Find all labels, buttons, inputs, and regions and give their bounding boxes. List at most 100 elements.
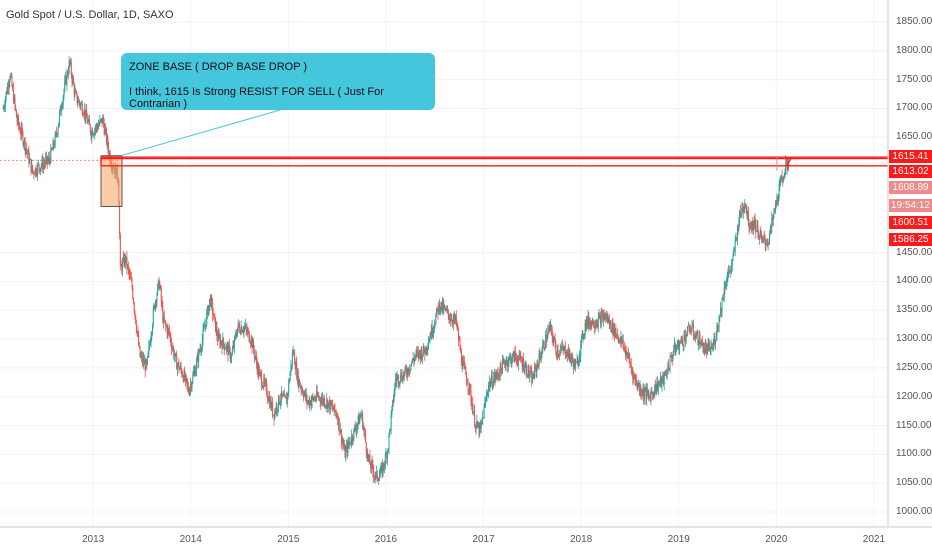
candle-body: [397, 375, 399, 384]
candle-body: [269, 396, 271, 407]
candle-body: [583, 333, 585, 337]
candle-body: [504, 360, 506, 364]
candle-body: [657, 381, 659, 391]
candle-body: [256, 363, 258, 373]
candle-body: [21, 127, 23, 133]
candle-body: [122, 261, 124, 272]
candle-body: [275, 405, 277, 413]
candle-body: [660, 376, 662, 386]
candle-body: [177, 362, 179, 365]
candle-body: [413, 359, 415, 362]
candle-body: [92, 130, 94, 136]
callout-pointer: [120, 109, 281, 157]
candle-body: [51, 148, 53, 150]
candle-body: [643, 391, 645, 399]
candle-body: [542, 341, 544, 346]
candle-body: [136, 331, 138, 333]
candle-body: [368, 455, 370, 460]
candle-body: [220, 340, 222, 346]
candle-body: [67, 72, 69, 75]
candle-body: [736, 225, 738, 240]
candle-body: [389, 428, 391, 430]
candle-body: [668, 368, 670, 370]
candle-body: [652, 392, 654, 395]
candle-body: [730, 267, 732, 272]
candle-body: [76, 93, 78, 103]
candle-body: [533, 376, 535, 378]
candle-body: [358, 415, 360, 425]
candle-body: [777, 198, 779, 201]
candle-body: [354, 426, 356, 430]
candle-body: [56, 133, 58, 135]
candle-body: [125, 256, 127, 263]
y-tick-label: 1850.00: [896, 16, 932, 27]
candle-body: [101, 118, 103, 124]
candle-body: [264, 382, 266, 384]
candle-body: [96, 125, 98, 128]
candle-body: [750, 226, 752, 228]
candle-body: [156, 294, 158, 303]
candle-body: [402, 373, 404, 382]
candle-body: [676, 346, 678, 348]
candle-body: [124, 255, 126, 266]
candle-body: [85, 110, 87, 119]
candle-body: [531, 374, 533, 384]
candle-body: [444, 307, 446, 311]
candle-body: [143, 361, 145, 365]
candle-body: [570, 356, 572, 362]
candle-body: [270, 399, 272, 409]
candle-body: [481, 421, 483, 424]
annotation-callout[interactable]: ZONE BASE ( DROP BASE DROP ) I think, 16…: [121, 53, 435, 110]
candle-body: [370, 464, 372, 469]
candle-body: [274, 410, 276, 419]
candle-body: [165, 325, 167, 328]
candle-body: [758, 233, 760, 240]
candle-body: [296, 371, 298, 379]
candle-body: [744, 203, 746, 209]
candle-body: [658, 383, 660, 385]
candle-body: [755, 231, 757, 233]
x-tick-label: 2017: [472, 534, 495, 545]
candle-body: [195, 360, 197, 370]
candle-body: [331, 405, 333, 407]
candle-body: [324, 405, 326, 407]
candle-body: [225, 348, 227, 350]
candle-body: [170, 336, 172, 344]
candle-body: [224, 348, 226, 350]
candle-body: [25, 148, 27, 152]
candle-body: [712, 343, 714, 350]
candle-body: [135, 315, 137, 324]
candle-body: [751, 221, 753, 228]
candle-body: [471, 403, 473, 413]
candle-body: [399, 381, 401, 384]
candle-body: [313, 397, 315, 401]
candle-body: [175, 353, 177, 357]
candle-body: [49, 160, 51, 163]
candle-body: [752, 221, 754, 230]
candle-body: [250, 338, 252, 344]
candle-body: [435, 315, 437, 324]
candle-body: [345, 449, 347, 458]
candle-body: [307, 402, 309, 404]
candle-body: [89, 119, 91, 125]
candle-body: [227, 345, 229, 356]
candle-body: [500, 363, 502, 369]
candle-body: [395, 379, 397, 381]
candle-body: [94, 128, 96, 130]
candle-body: [217, 334, 219, 341]
candle-body: [133, 298, 135, 304]
candle-body: [420, 349, 422, 359]
candle-body: [491, 375, 493, 387]
candle-body: [570, 358, 572, 362]
candle-body: [154, 305, 156, 309]
candle-body: [405, 367, 407, 370]
candle-body: [188, 392, 190, 395]
candle-body: [642, 388, 644, 395]
candle-body: [442, 301, 444, 311]
candle-body: [278, 395, 280, 404]
candle-body: [535, 366, 537, 372]
candle-body: [5, 91, 7, 99]
candle-body: [180, 366, 182, 371]
candle-body: [378, 475, 380, 481]
y-tick-label: 1400.00: [896, 275, 932, 287]
